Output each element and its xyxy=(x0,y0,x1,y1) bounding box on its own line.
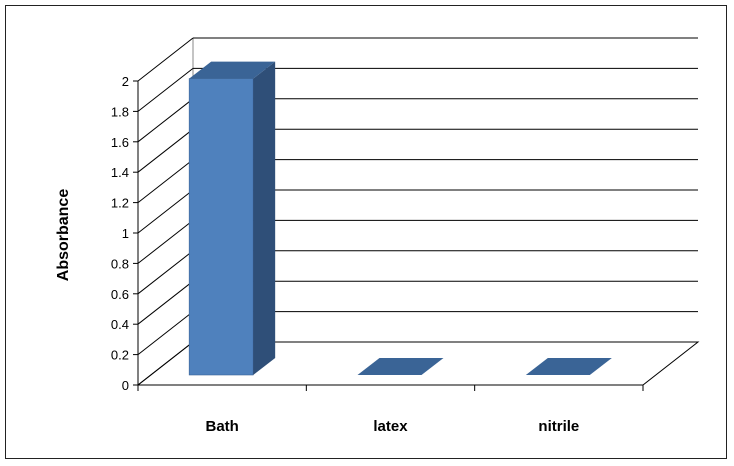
y-tick-labels: 0 0.2 0.4 0.6 0.8 1 1.2 1.4 1.6 1.8 2 xyxy=(111,74,129,393)
x-category-label: nitrile xyxy=(538,418,579,435)
bar-nitrile xyxy=(525,358,612,375)
gridline-side xyxy=(137,220,194,264)
bar-top xyxy=(525,358,612,375)
axes xyxy=(133,80,700,391)
y-tick-label: 0.2 xyxy=(111,348,129,363)
gridline-side xyxy=(137,189,194,234)
chart-frame xyxy=(5,5,727,459)
gridline-side xyxy=(137,98,194,143)
bar-latex xyxy=(357,358,444,375)
y-tick-label: 0.6 xyxy=(111,287,129,302)
y-tick-label: 0.8 xyxy=(111,256,129,271)
gridline-side xyxy=(137,37,194,82)
y-tick-label: 2 xyxy=(122,74,129,89)
bar-top xyxy=(189,61,276,79)
gridline-side xyxy=(137,250,194,295)
x-category-label: latex xyxy=(373,418,408,435)
x-category-label: Bath xyxy=(205,418,238,435)
y-tick-label: 1.6 xyxy=(111,135,129,150)
y-tick-label: 1 xyxy=(122,226,129,241)
y-tick-label: 1.2 xyxy=(111,196,129,211)
y-tick-label: 0.4 xyxy=(111,317,129,332)
gridlines xyxy=(137,37,698,386)
bars xyxy=(188,61,612,376)
y-axis-label: Absorbance xyxy=(55,189,72,282)
y-tick-label: 1.8 xyxy=(111,104,129,119)
y-tick-label: 1.4 xyxy=(111,165,129,180)
x-category-labels: Bath latex nitrile xyxy=(205,418,579,435)
gridline-side xyxy=(137,68,194,112)
bar-top xyxy=(357,358,444,375)
gridline-side xyxy=(137,128,194,173)
y-tick-label: 0 xyxy=(122,378,129,393)
gridline-side xyxy=(137,280,194,325)
bar-bath xyxy=(188,61,276,376)
bar-side xyxy=(253,61,276,375)
gridline-side xyxy=(137,159,194,203)
gridline-side xyxy=(137,311,194,355)
bar-front xyxy=(188,78,254,376)
